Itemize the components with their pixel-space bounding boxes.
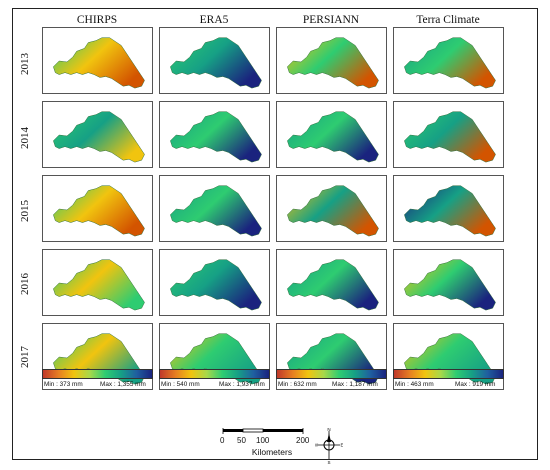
row-label-2016: 2016 [19, 273, 31, 295]
map-panel-persiann-2014 [276, 101, 387, 168]
compass-n: N [327, 427, 330, 432]
map-panel-persiann-2016 [276, 249, 387, 316]
compass-icon: N S E W [315, 427, 343, 464]
region-shape [404, 185, 496, 237]
region-shape [53, 111, 145, 163]
map-panel-terra-climate-2014 [393, 101, 504, 168]
map-panel-chirps-2016 [42, 249, 153, 316]
colorbar-max-era5: Max : 1,937 mm [219, 381, 265, 388]
colorbar-min-era5: Min : 540 mm [161, 381, 200, 388]
region-shape [53, 37, 145, 89]
compass-s: S [327, 460, 330, 464]
map-panel-persiann-2013 [276, 27, 387, 94]
colorbar-chirps [42, 369, 153, 379]
scale-tick-0: 0 [220, 436, 225, 445]
map-panel-terra-climate-2013 [393, 27, 504, 94]
col-header-persiann: PERSIANN [302, 14, 360, 26]
map-panel-era5-2015 [159, 175, 270, 242]
map-panel-era5-2014 [159, 101, 270, 168]
region-shape [287, 37, 379, 89]
map-panel-era5-2017 [159, 323, 270, 390]
region-shape [287, 111, 379, 163]
colorbar-min-chirps: Min : 373 mm [44, 381, 83, 388]
figure-frame [12, 8, 538, 460]
row-label-2017: 2017 [19, 346, 31, 368]
map-panel-chirps-2017 [42, 323, 153, 390]
col-header-era5: ERA5 [199, 14, 229, 26]
colorbar-terra-climate [393, 369, 504, 379]
colorbar-era5 [159, 369, 270, 379]
scale-tick-50: 50 [237, 436, 246, 445]
scale-bar [222, 428, 304, 434]
map-panel-era5-2013 [159, 27, 270, 94]
map-panel-chirps-2015 [42, 175, 153, 242]
region-shape [404, 259, 496, 311]
colorbar-persiann [276, 369, 387, 379]
region-shape [287, 259, 379, 311]
map-panel-era5-2016 [159, 249, 270, 316]
colorbar-max-terra-climate: Max : 919 mm [455, 381, 496, 388]
col-header-chirps: CHIRPS [76, 14, 118, 26]
region-shape [170, 37, 262, 89]
region-shape [170, 185, 262, 237]
map-panel-chirps-2013 [42, 27, 153, 94]
map-panel-terra-climate-2017 [393, 323, 504, 390]
scale-unit-label: Kilometers [251, 447, 293, 457]
row-label-2015: 2015 [19, 200, 31, 222]
row-label-2013: 2013 [19, 53, 31, 75]
colorbar-max-chirps: Max : 1,355 mm [100, 381, 146, 388]
colorbar-min-terra-climate: Min : 463 mm [395, 381, 434, 388]
region-shape [404, 111, 496, 163]
region-shape [404, 37, 496, 89]
scale-tick-200: 200 [296, 436, 310, 445]
region-shape [170, 259, 262, 311]
colorbar-max-persiann: Max : 1,187 mm [332, 381, 378, 388]
region-shape [287, 185, 379, 237]
compass-w: W [315, 443, 319, 448]
region-shape [53, 185, 145, 237]
row-label-2014: 2014 [19, 127, 31, 149]
scale-tick-100: 100 [256, 436, 270, 445]
region-shape [170, 111, 262, 163]
map-panel-terra-climate-2016 [393, 249, 504, 316]
map-panel-persiann-2015 [276, 175, 387, 242]
compass-e: E [340, 443, 343, 448]
map-panel-terra-climate-2015 [393, 175, 504, 242]
col-header-terra-climate: Terra Climate [416, 14, 480, 26]
colorbar-min-persiann: Min : 632 mm [278, 381, 317, 388]
map-panel-chirps-2014 [42, 101, 153, 168]
map-panel-persiann-2017 [276, 323, 387, 390]
region-shape [53, 259, 145, 311]
